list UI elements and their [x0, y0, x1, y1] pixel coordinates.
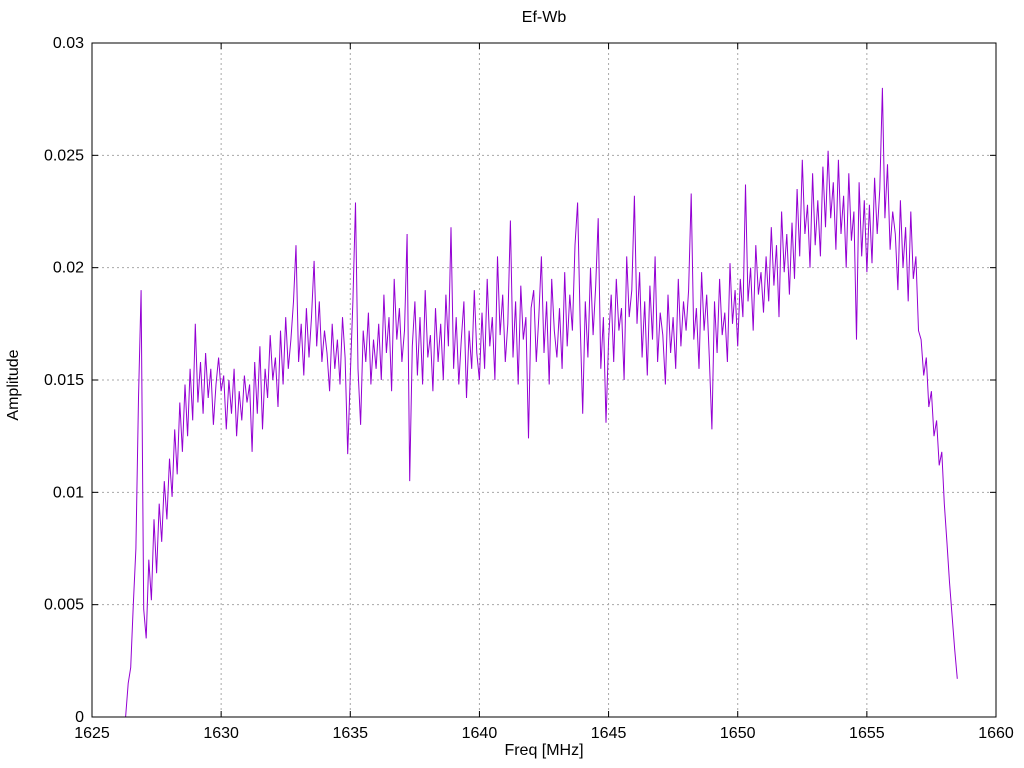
y-tick-label: 0.025	[44, 147, 84, 164]
y-tick-label: 0.005	[44, 597, 84, 614]
chart-title: Ef-Wb	[521, 9, 567, 26]
y-tick-label: 0.015	[44, 372, 84, 389]
x-tick-label: 1660	[978, 725, 1014, 742]
x-tick-label: 1635	[332, 725, 368, 742]
data-line	[125, 87, 958, 718]
x-tick-label: 1630	[203, 725, 239, 742]
y-tick-label: 0.01	[53, 484, 84, 501]
y-tick-label: 0.03	[53, 35, 84, 52]
x-axis-label: Freq [MHz]	[504, 742, 584, 759]
y-tick-label: 0	[75, 709, 84, 726]
y-tick-label: 0.02	[53, 260, 84, 277]
x-tick-label: 1655	[849, 725, 885, 742]
x-tick-label: 1645	[591, 725, 627, 742]
x-tick-label: 1625	[74, 725, 110, 742]
x-tick-label: 1650	[720, 725, 756, 742]
x-tick-label: 1640	[462, 725, 498, 742]
